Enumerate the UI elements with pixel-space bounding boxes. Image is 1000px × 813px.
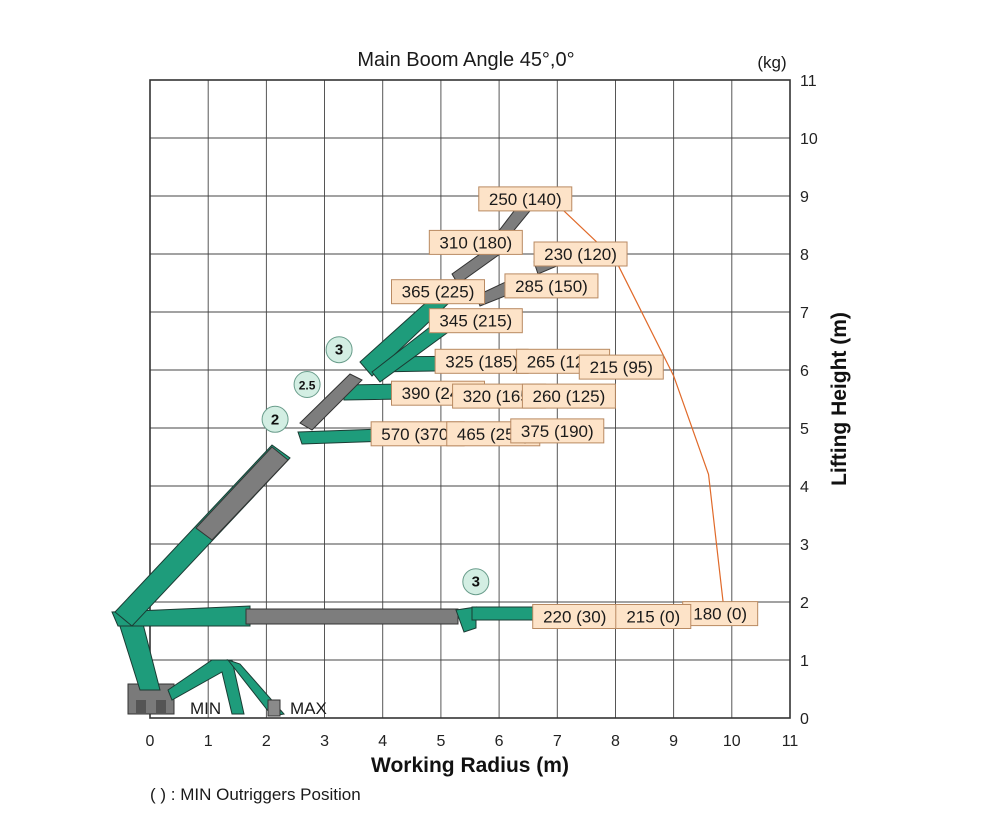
y-tick-label: 4 — [800, 479, 809, 496]
load-label: 325 (185) — [434, 348, 529, 374]
x-tick-label: 9 — [669, 733, 678, 750]
load-labels: 250 (140) 310 (180) 230 (120) 365 (225) 285 … — [370, 186, 759, 629]
load-label-box — [391, 279, 485, 305]
base-foot-right — [156, 700, 166, 714]
main-boom-section — [195, 446, 289, 541]
x-tick-label: 7 — [553, 733, 562, 750]
load-label-box — [682, 601, 759, 627]
outrigger-max-pad — [267, 699, 281, 717]
load-label: 260 (125) — [521, 383, 616, 409]
jib-step-label: 2 — [271, 411, 279, 428]
load-label-box — [428, 308, 523, 334]
load-label-box — [532, 604, 618, 629]
x-tick-label: 8 — [611, 733, 620, 750]
horizontal-boom-section — [245, 608, 459, 625]
load-label-box — [504, 273, 599, 299]
load-label: 285 (150) — [504, 273, 599, 299]
load-label-box — [428, 229, 523, 255]
load-label: 180 (0) — [682, 601, 759, 627]
load-label: 230 (120) — [533, 241, 628, 267]
load-label-box — [478, 186, 573, 212]
jib-step-marker: 3 — [325, 336, 353, 364]
footnote: ( ) : MIN Outriggers Position — [150, 785, 361, 804]
jib-step-circle — [261, 405, 289, 433]
load-label: 220 (30) — [532, 604, 618, 629]
load-label: 215 (95) — [578, 354, 664, 380]
x-axis-title: Working Radius (m) — [371, 754, 569, 777]
x-axis-ticks: 0 1 2 3 4 5 6 7 8 9 10 11 — [146, 733, 799, 750]
working-range-envelope — [553, 201, 724, 603]
outrigger-min-label: MIN — [190, 699, 221, 718]
load-label-text: 260 (125) — [533, 387, 606, 406]
load-label-box — [533, 241, 628, 267]
jib-step-label: 2.5 — [299, 379, 316, 393]
y-tick-label: 5 — [800, 421, 809, 438]
jib-step-circle — [325, 336, 353, 364]
load-label: 345 (215) — [428, 308, 523, 334]
y-axis-title: Lifting Height (m) — [828, 312, 851, 486]
plot-frame — [149, 79, 791, 719]
y-tick-label: 9 — [800, 189, 809, 206]
load-label-text: 325 (185) — [445, 352, 518, 371]
y-tick-label: 11 — [800, 73, 817, 90]
load-label: 250 (140) — [478, 186, 573, 212]
load-label-box — [521, 383, 616, 409]
load-label: 310 (180) — [428, 229, 523, 255]
outrigger-min — [167, 659, 245, 715]
y-tick-label: 3 — [800, 537, 809, 554]
y-axis-ticks: 0 1 2 3 4 5 6 7 8 9 10 11 — [800, 73, 818, 728]
load-label-text: 285 (150) — [515, 277, 588, 296]
load-label-text: 180 (0) — [693, 605, 747, 624]
jib-step-label: 3 — [472, 574, 480, 591]
y-tick-label: 8 — [800, 247, 809, 264]
load-label-text: 310 (180) — [439, 233, 512, 252]
load-label-box — [510, 418, 605, 444]
jib-step-marker: 2 — [261, 405, 289, 433]
x-tick-label: 11 — [782, 733, 799, 750]
jib-step-markers: 2 2.5 3 3 — [261, 336, 490, 596]
x-tick-label: 6 — [495, 733, 504, 750]
unit-label: (kg) — [757, 53, 786, 72]
y-tick-label: 0 — [800, 711, 809, 728]
load-label-text: 250 (140) — [489, 190, 562, 209]
load-label-text: 220 (30) — [543, 608, 606, 627]
load-label: 365 (225) — [391, 279, 485, 305]
x-tick-label: 4 — [378, 733, 387, 750]
load-label-text: 215 (95) — [590, 358, 653, 377]
jib-step-circle — [293, 371, 321, 398]
load-label-text: 345 (215) — [439, 312, 512, 331]
y-tick-label: 6 — [800, 363, 809, 380]
load-label-text: 230 (120) — [544, 245, 617, 264]
load-label-text: 365 (225) — [402, 283, 475, 302]
x-tick-label: 2 — [262, 733, 271, 750]
load-label-text: 570 (370) — [381, 425, 454, 444]
horizontal-boom-tip — [455, 606, 477, 633]
jib-step-marker: 3 — [462, 568, 490, 596]
jib-step-circle — [462, 568, 490, 596]
outrigger-max-label: MAX — [290, 699, 327, 718]
jib-step-label: 3 — [335, 342, 343, 359]
chart-title: Main Boom Angle 45°,0° — [357, 49, 574, 71]
x-tick-label: 5 — [436, 733, 445, 750]
load-label-text: 320 (165) — [463, 387, 536, 406]
y-tick-label: 2 — [800, 595, 809, 612]
load-label-box — [615, 604, 692, 629]
base-foot-left — [136, 700, 146, 714]
load-label-box — [578, 354, 664, 380]
jib-2-5-section — [299, 373, 363, 431]
y-tick-label: 1 — [800, 653, 809, 670]
load-label-text: 215 (0) — [626, 608, 680, 627]
y-tick-label: 7 — [800, 305, 809, 322]
x-tick-label: 0 — [146, 733, 155, 750]
x-tick-label: 3 — [320, 733, 329, 750]
load-label: 215 (0) — [615, 604, 692, 629]
load-label: 375 (190) — [510, 418, 605, 444]
y-tick-label: 10 — [800, 131, 818, 148]
x-tick-label: 1 — [204, 733, 213, 750]
load-label-text: 375 (190) — [521, 422, 594, 441]
jib-step-marker: 2.5 — [293, 371, 321, 398]
x-tick-label: 10 — [723, 733, 741, 750]
